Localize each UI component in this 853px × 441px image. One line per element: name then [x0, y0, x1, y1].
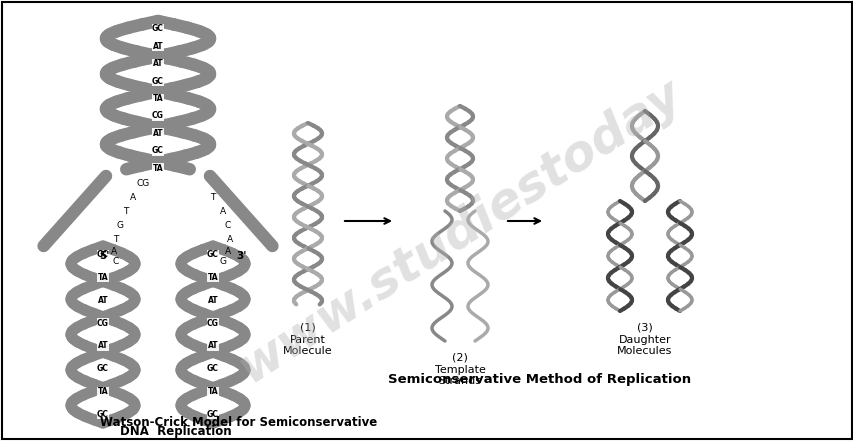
Text: AT: AT: [207, 341, 218, 351]
Text: GC: GC: [97, 250, 109, 259]
Text: CG: CG: [97, 318, 109, 328]
Text: C: C: [224, 221, 231, 231]
Text: GC: GC: [152, 77, 164, 86]
Text: GC: GC: [152, 146, 164, 155]
Text: TA: TA: [153, 164, 163, 173]
Text: TA: TA: [207, 273, 218, 282]
Text: A: A: [111, 247, 117, 255]
Text: GC: GC: [97, 364, 109, 373]
Text: A: A: [130, 194, 136, 202]
Text: AT: AT: [97, 296, 108, 305]
Text: Watson-Crick Model for Semiconservative: Watson-Crick Model for Semiconservative: [100, 416, 377, 429]
Text: AT: AT: [153, 59, 163, 68]
Text: C: C: [113, 257, 119, 265]
Text: AT: AT: [153, 129, 163, 138]
Text: (2)
Template
Strands: (2) Template Strands: [434, 353, 485, 386]
Text: CG: CG: [206, 318, 218, 328]
Text: TA: TA: [97, 273, 108, 282]
Text: G: G: [116, 221, 124, 231]
Text: TA: TA: [153, 94, 163, 103]
Text: GC: GC: [97, 410, 109, 419]
Text: GC: GC: [152, 24, 164, 33]
Text: (3)
Daughter
Molecules: (3) Daughter Molecules: [617, 323, 672, 356]
Text: GC: GC: [206, 364, 218, 373]
Text: DNA  Replication: DNA Replication: [120, 425, 231, 438]
Text: AT: AT: [153, 42, 163, 51]
Text: www.studiestoday: www.studiestoday: [229, 70, 690, 392]
Text: A: A: [220, 208, 226, 217]
Text: 5': 5': [100, 251, 110, 261]
Text: T: T: [123, 208, 129, 217]
Text: G: G: [219, 257, 226, 265]
Text: TA: TA: [97, 387, 108, 396]
Text: T: T: [210, 194, 216, 202]
Text: GC: GC: [206, 410, 218, 419]
Text: CG: CG: [136, 179, 149, 188]
Text: AT: AT: [97, 341, 108, 351]
Text: Semiconservative Method of Replication: Semiconservative Method of Replication: [388, 373, 691, 386]
Text: GC: GC: [206, 250, 218, 259]
Text: TA: TA: [207, 387, 218, 396]
Text: (1)
Parent
Molecule: (1) Parent Molecule: [283, 323, 333, 356]
Text: 3': 3': [235, 251, 247, 261]
Text: A: A: [224, 247, 231, 255]
Text: T: T: [113, 235, 119, 244]
Text: AT: AT: [207, 296, 218, 305]
Text: CG: CG: [152, 112, 164, 120]
Text: A: A: [227, 235, 233, 244]
